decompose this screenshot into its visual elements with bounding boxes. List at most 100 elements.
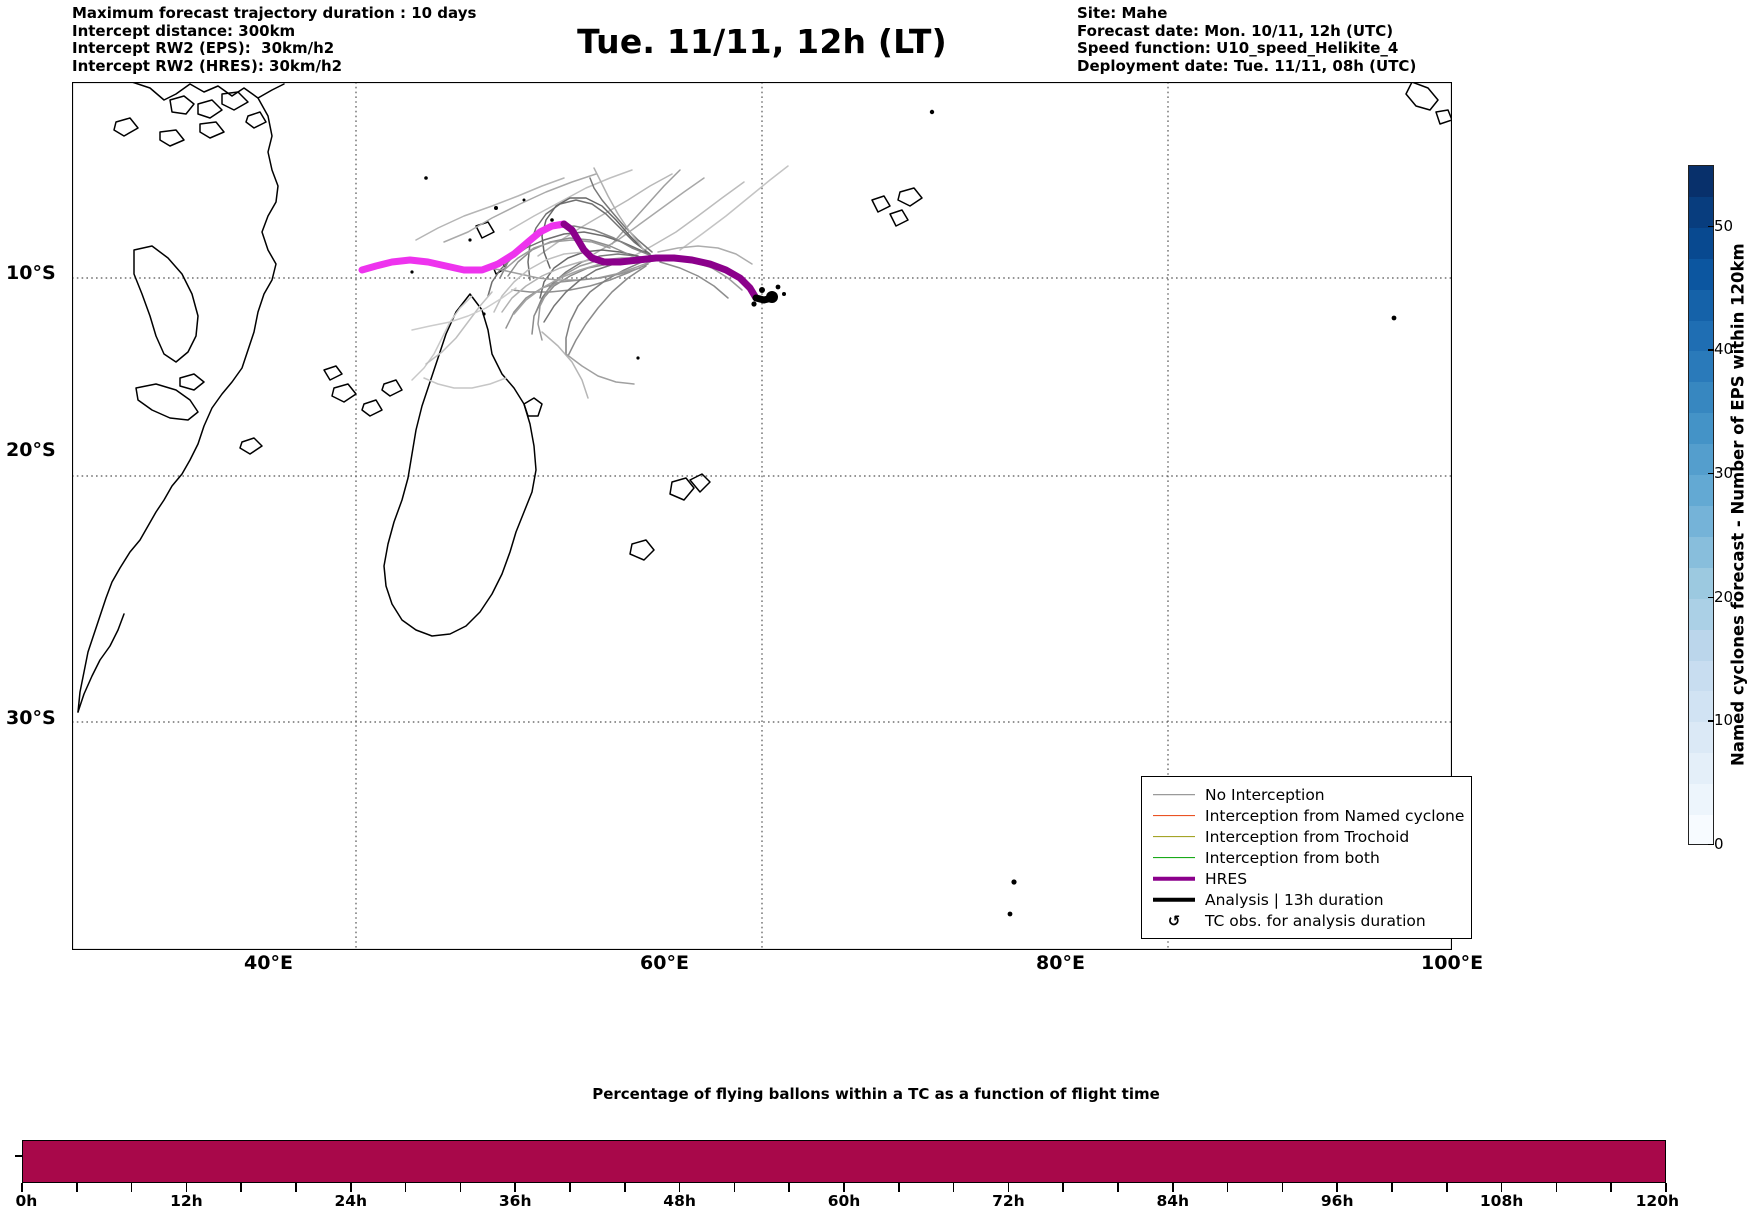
map-xtick-80E: 80°E xyxy=(1036,952,1085,974)
colorbar-band-15 xyxy=(1689,351,1713,383)
colorbar[interactable] xyxy=(1688,165,1714,845)
percentage-axis-minor-tick xyxy=(1610,1183,1612,1192)
colorbar-band-13 xyxy=(1689,413,1713,445)
percentage-axis-minor-tick xyxy=(404,1183,407,1192)
islet-dots xyxy=(410,109,1397,917)
percentage-axis-label-12h: 12h xyxy=(170,1192,203,1210)
percentage-axis-minor-tick xyxy=(1500,1183,1503,1192)
analysis-endpoint xyxy=(751,284,786,307)
colorbar-band-7 xyxy=(1689,598,1713,630)
colorbar-band-8 xyxy=(1689,567,1713,599)
map-legend[interactable]: No Interception Interception from Named c… xyxy=(1141,776,1472,939)
percentage-axis-minor-tick xyxy=(569,1183,571,1192)
header-left-line-0: Maximum forecast trajectory duration : 1… xyxy=(72,4,477,22)
percentage-axis-minor-tick xyxy=(21,1183,23,1192)
colorbar-band-9 xyxy=(1689,536,1713,568)
legend-label-3: Interception from both xyxy=(1205,848,1380,867)
percentage-axis-minor-tick xyxy=(1555,1183,1558,1192)
header-left-line-1: Intercept distance: 300km xyxy=(72,21,296,40)
legend-label-1: Interception from Named cyclone xyxy=(1205,806,1465,825)
legend-item-6[interactable]: ↺ TC obs. for analysis duration xyxy=(1151,910,1462,931)
cyclone-icon: ↺ xyxy=(1167,911,1181,930)
colorbar-tick-50: 50 xyxy=(1708,217,1752,235)
colorbar-band-3 xyxy=(1689,722,1713,754)
legend-item-5[interactable]: Analysis | 13h duration xyxy=(1151,889,1462,910)
percentage-axis-minor-tick xyxy=(1062,1183,1064,1192)
legend-item-0[interactable]: No Interception xyxy=(1151,784,1462,805)
legend-swatch-4 xyxy=(1151,872,1197,886)
percentage-axis-minor-tick xyxy=(514,1183,516,1192)
percentage-axis-minor-tick xyxy=(843,1183,845,1192)
legend-label-5: Analysis | 13h duration xyxy=(1205,890,1384,909)
colorbar-band-17 xyxy=(1689,289,1713,321)
legend-label-4: HRES xyxy=(1205,869,1248,888)
map-xtick-100E: 100°E xyxy=(1421,952,1484,974)
colorbar-band-20 xyxy=(1689,196,1713,228)
legend-label-2: Interception from Trochoid xyxy=(1205,827,1410,846)
percentage-axis-label-96h: 96h xyxy=(1320,1192,1354,1210)
colorbar-band-19 xyxy=(1689,227,1713,259)
colorbar-tick-30: 30 xyxy=(1708,464,1752,482)
percentage-axis-label-72h: 72h xyxy=(992,1192,1025,1210)
percentage-axis-minor-tick xyxy=(1117,1183,1119,1192)
percentage-axis-minor-tick xyxy=(240,1183,242,1192)
percentage-axis-minor-tick xyxy=(1446,1183,1448,1192)
percentage-axis-minor-tick xyxy=(788,1183,790,1192)
legend-item-4[interactable]: HRES xyxy=(1151,868,1462,889)
legend-label-0: No Interception xyxy=(1205,785,1325,804)
percentage-axis-minor-tick xyxy=(459,1183,462,1192)
percentage-axis-minor-tick xyxy=(952,1183,955,1192)
colorbar-tick-0: 0 xyxy=(1708,835,1752,853)
legend-item-1[interactable]: Interception from Named cyclone xyxy=(1151,805,1465,826)
percentage-bar-title: Percentage of flying ballons within a TC… xyxy=(592,1085,1160,1103)
percentage-axis-minor-tick xyxy=(1391,1183,1393,1192)
legend-label-6: TC obs. for analysis duration xyxy=(1205,911,1426,930)
colorbar-band-14 xyxy=(1689,382,1713,414)
percentage-axis-minor-tick xyxy=(185,1183,188,1192)
percentage-bar[interactable] xyxy=(22,1140,1666,1183)
percentage-axis-minor-tick xyxy=(733,1183,736,1192)
percentage-axis-minor-tick xyxy=(1665,1183,1667,1192)
percentage-axis-minor-tick xyxy=(1172,1183,1174,1192)
map-gridlines xyxy=(72,82,1452,950)
header-right-line-2: Speed function: U10_speed_Helikite_4 xyxy=(1077,39,1399,57)
header-right-line-1: Forecast date: Mon. 10/11, 12h (UTC) xyxy=(1077,21,1394,40)
percentage-axis-minor-tick xyxy=(350,1183,352,1192)
map-ytick-30S: 30°S xyxy=(6,707,56,729)
legend-swatch-3 xyxy=(1151,851,1197,865)
map-ytick-20S: 20°S xyxy=(6,439,56,461)
percentage-bar-axis: 0h 12h 24h 36h 48h 60h 72h 84h 96h 108h 120h xyxy=(0,1183,1752,1213)
header-left-line-3: Intercept RW2 (HRES): 30km/h2 xyxy=(72,56,343,75)
percentage-axis-minor-tick xyxy=(624,1183,626,1192)
colorbar-band-4 xyxy=(1689,691,1713,723)
colorbar-tick-10: 10 xyxy=(1708,711,1752,729)
percentage-axis-minor-tick xyxy=(678,1183,681,1192)
colorbar-band-11 xyxy=(1689,475,1713,506)
percentage-axis-label-24h: 24h xyxy=(334,1192,368,1210)
legend-swatch-5 xyxy=(1151,893,1197,907)
percentage-axis-minor-tick xyxy=(1281,1183,1284,1192)
colorbar-band-1 xyxy=(1689,784,1713,816)
percentage-bar-fill xyxy=(23,1141,1665,1182)
percentage-axis-minor-tick xyxy=(1336,1183,1338,1192)
map-xtick-40E: 40°E xyxy=(244,952,293,974)
header-right-line-3: Deployment date: Tue. 11/11, 08h (UTC) xyxy=(1077,56,1417,75)
header-left-line-2: Intercept RW2 (EPS): 30km/h2 xyxy=(72,39,335,57)
colorbar-band-5 xyxy=(1689,660,1713,692)
colorbar-band-16 xyxy=(1689,320,1713,352)
colorbar-band-12 xyxy=(1689,444,1713,476)
percentage-axis-label-84h: 84h xyxy=(1156,1192,1190,1210)
header-left-info: Maximum forecast trajectory duration : 1… xyxy=(72,4,477,75)
coastlines xyxy=(77,82,1452,713)
ensemble-trajectories[interactable] xyxy=(411,165,789,399)
hres-track[interactable] xyxy=(358,220,760,302)
percentage-axis-minor-tick xyxy=(295,1183,297,1192)
colorbar-label: Named cyclones forecast - Number of EPS … xyxy=(1728,243,1748,767)
percentage-axis-label-36h: 36h xyxy=(498,1192,532,1210)
colorbar-band-18 xyxy=(1689,258,1713,290)
colorbar-band-10 xyxy=(1689,505,1713,537)
legend-item-3[interactable]: Interception from both xyxy=(1151,847,1462,868)
legend-item-2[interactable]: Interception from Trochoid xyxy=(1151,826,1462,847)
percentage-axis-minor-tick xyxy=(898,1183,900,1192)
percentage-axis-minor-tick xyxy=(130,1183,133,1192)
